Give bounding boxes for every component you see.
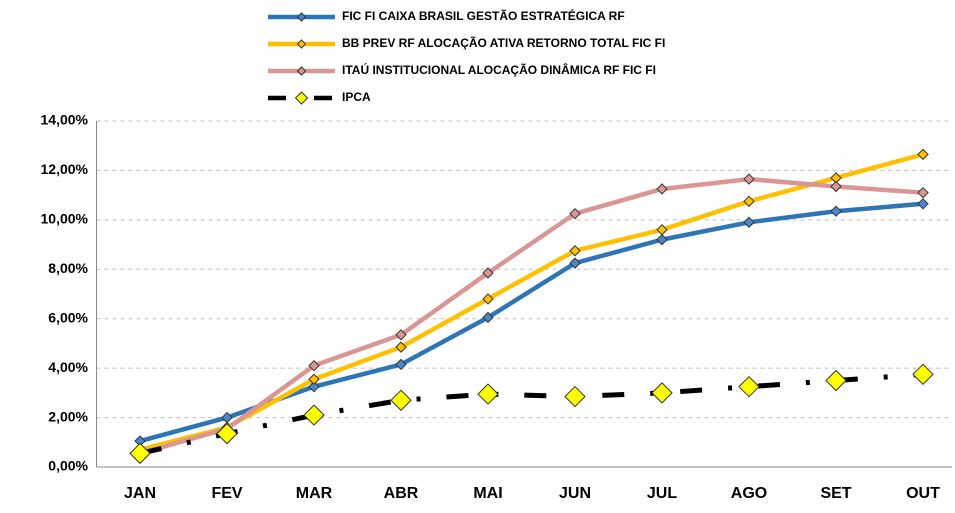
x-tick-label: JAN: [124, 485, 156, 502]
marker: [917, 148, 929, 161]
y-tick-label: 8,00%: [48, 260, 88, 276]
marker: [917, 186, 929, 199]
marker: [395, 329, 407, 341]
marker: [743, 195, 755, 208]
marker: [569, 257, 581, 269]
marker: [825, 369, 847, 392]
marker: [656, 224, 668, 236]
marker: [303, 404, 325, 426]
marker: [482, 267, 494, 279]
marker: [743, 173, 755, 185]
legend-marker: [296, 66, 307, 76]
x-tick-label: OUT: [906, 485, 940, 502]
legend-label: BB PREV RF ALOCAÇÃO ATIVA RETORNO TOTAL …: [342, 35, 665, 50]
x-tick-label: SET: [820, 485, 851, 502]
legend-label: IPCA: [342, 90, 371, 104]
marker: [395, 341, 407, 353]
y-tick-label: 4,00%: [48, 359, 88, 375]
marker: [743, 216, 755, 229]
marker: [569, 245, 581, 257]
marker: [308, 373, 320, 385]
marker: [129, 442, 151, 465]
marker: [738, 375, 760, 398]
marker: [912, 363, 934, 386]
legend-marker: [296, 12, 307, 22]
marker: [564, 385, 586, 408]
marker: [482, 293, 494, 305]
x-tick-label: MAI: [473, 485, 502, 502]
marker: [917, 198, 929, 210]
y-tick-label: 2,00%: [48, 408, 88, 424]
series-line: [139, 152, 924, 452]
marker: [308, 359, 320, 372]
x-tick-label: MAR: [296, 485, 333, 502]
marker: [656, 233, 668, 246]
marker: [390, 389, 412, 411]
marker: [308, 380, 320, 393]
marker: [216, 422, 238, 445]
marker: [651, 382, 673, 404]
x-tick-label: FEV: [211, 485, 242, 502]
y-tick-label: 14,00%: [41, 112, 89, 128]
marker: [830, 180, 842, 193]
x-tick-label: ABR: [384, 485, 419, 502]
legend-label: FIC FI CAIXA BRASIL GESTÃO ESTRATÉGICA R…: [342, 8, 625, 23]
marker: [830, 205, 842, 217]
y-tick-label: 6,00%: [48, 309, 88, 325]
series-line: [139, 176, 924, 456]
x-tick-label: JUN: [559, 485, 591, 502]
legend-marker: [294, 91, 309, 105]
series-line: [139, 371, 924, 456]
marker: [569, 207, 581, 220]
marker: [477, 383, 499, 405]
legend-label: ITAÚ INSTITUCIONAL ALOCAÇÃO DINÂMICA RF …: [342, 62, 656, 77]
x-tick-label: AGO: [731, 485, 767, 502]
y-tick-label: 10,00%: [41, 211, 89, 227]
legend-marker: [296, 39, 307, 49]
marker: [395, 358, 407, 371]
x-tick-label: JUL: [647, 485, 677, 502]
marker: [482, 311, 494, 324]
y-tick-label: 12,00%: [41, 161, 89, 177]
y-tick-label: 0,00%: [48, 458, 88, 474]
marker: [656, 183, 668, 195]
